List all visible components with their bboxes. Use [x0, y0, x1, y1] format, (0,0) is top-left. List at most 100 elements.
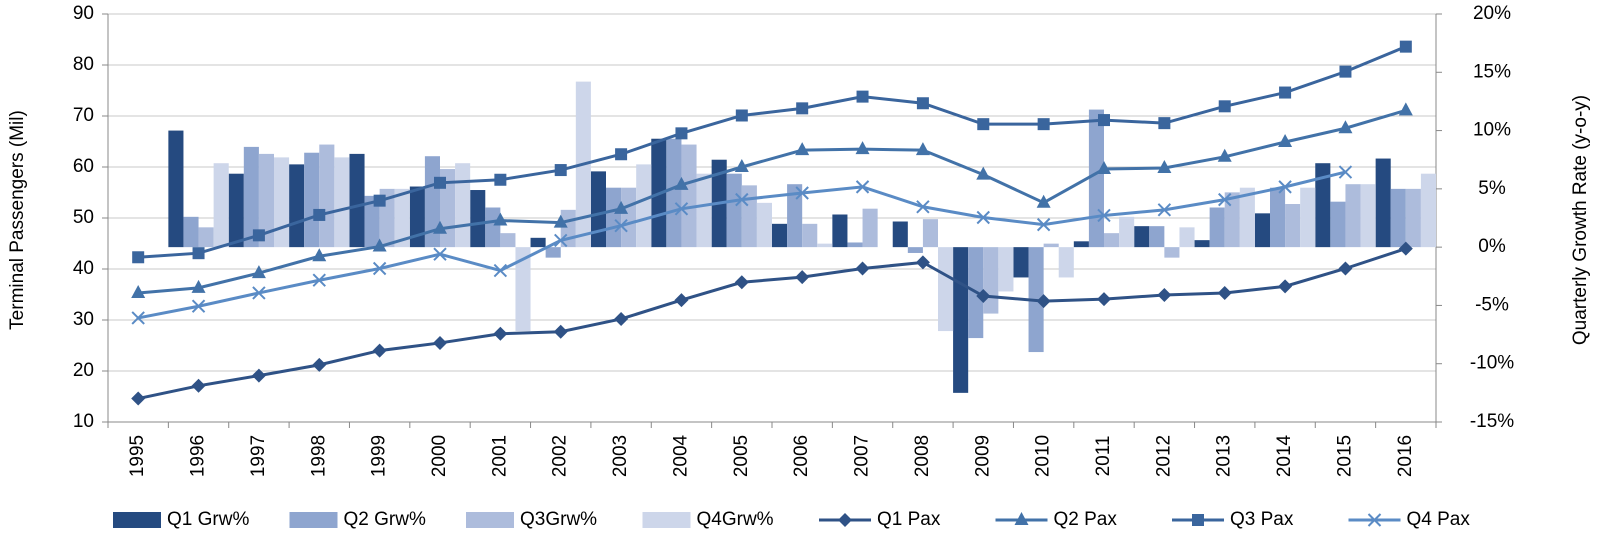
x-tick-label: 2015	[1334, 435, 1355, 477]
bar	[726, 173, 742, 248]
x-tick-label: 2008	[912, 435, 933, 477]
point	[1158, 117, 1171, 130]
legend-item: Q2 Pax	[995, 509, 1117, 530]
y2-tick-label: 20%	[1473, 3, 1511, 24]
point	[977, 118, 990, 131]
point	[795, 270, 810, 285]
bar	[1315, 163, 1331, 248]
x-tick-label: 2012	[1153, 435, 1174, 477]
point	[131, 311, 145, 325]
y-tick-label: 50	[73, 207, 94, 228]
bar	[922, 219, 938, 248]
y2-axis-title: Quarterly Growth Rate (y-o-y)	[1570, 95, 1591, 345]
bar	[696, 173, 712, 248]
point	[1338, 120, 1353, 134]
point	[1036, 194, 1051, 208]
point	[131, 391, 146, 406]
bar	[409, 186, 425, 248]
point	[674, 202, 689, 216]
point	[1217, 285, 1232, 300]
point	[1338, 261, 1353, 276]
bar	[862, 208, 878, 248]
bar	[1134, 226, 1150, 248]
x-tick-label: 2014	[1274, 434, 1295, 477]
point	[674, 293, 689, 308]
x-tick-label: 1995	[127, 435, 148, 477]
y-tick-label: 70	[73, 105, 94, 126]
legend-marker	[838, 513, 852, 527]
x-tick-label: 1998	[308, 435, 329, 477]
bar	[470, 190, 486, 248]
bar	[636, 164, 652, 248]
bar	[319, 144, 335, 248]
bar	[349, 153, 365, 248]
point	[976, 289, 991, 304]
y-tick-label: 10	[73, 411, 94, 432]
point	[1399, 40, 1412, 53]
point	[131, 284, 146, 298]
legend-label: Q1 Grw%	[167, 509, 249, 530]
point	[735, 192, 749, 207]
point	[1037, 118, 1050, 131]
point	[855, 180, 870, 194]
bar	[304, 152, 320, 248]
point	[1217, 148, 1232, 162]
bar	[832, 214, 848, 248]
point	[553, 324, 568, 339]
legend-marker	[1014, 512, 1029, 525]
point	[614, 218, 628, 233]
point	[1036, 217, 1051, 232]
point	[1157, 203, 1172, 217]
point	[553, 214, 568, 228]
legend-label: Q4 Pax	[1407, 509, 1471, 530]
bar	[666, 138, 682, 248]
bar	[258, 153, 274, 248]
point	[1097, 161, 1111, 175]
legend-item: Q1 Grw%	[113, 509, 249, 530]
point	[915, 142, 930, 156]
legend-swatch	[642, 512, 691, 528]
point	[1278, 134, 1293, 148]
line	[138, 108, 1407, 295]
point	[372, 238, 387, 252]
bar	[500, 233, 516, 248]
bar	[1088, 109, 1104, 248]
point	[251, 265, 266, 279]
point	[1218, 192, 1232, 207]
point	[796, 102, 809, 115]
y-tick-label: 60	[73, 156, 94, 177]
point	[433, 220, 447, 234]
y-axis-title: Terminal Passengers (Mil)	[7, 110, 28, 330]
point	[191, 378, 206, 393]
legend-item: Q3 Pax	[1172, 509, 1294, 530]
bar	[1043, 243, 1059, 248]
legend-item: Q2 Grw%	[289, 509, 426, 530]
bar	[1104, 233, 1120, 248]
point	[976, 166, 991, 180]
point	[795, 186, 809, 200]
bar	[998, 247, 1014, 292]
point	[795, 142, 810, 156]
bar	[741, 185, 757, 248]
x-tick-label: 2007	[852, 435, 873, 477]
bar	[1254, 213, 1270, 248]
x-tick-label: 1999	[369, 435, 390, 477]
point	[191, 299, 206, 313]
point	[1278, 279, 1293, 294]
bar	[847, 242, 863, 248]
bar	[515, 247, 531, 332]
y2-tick-label: -5%	[1475, 294, 1509, 315]
bar	[213, 163, 229, 248]
bar	[1300, 187, 1316, 248]
y-tick-label: 20	[73, 360, 94, 381]
bar	[1390, 188, 1406, 248]
legend-marker	[1367, 513, 1382, 527]
legend-swatch	[113, 512, 161, 528]
x-tick-label: 2016	[1395, 435, 1416, 477]
bar	[817, 243, 833, 248]
point	[494, 173, 507, 186]
x-tick-label: 2001	[489, 435, 510, 477]
bar	[953, 247, 969, 393]
point	[1036, 294, 1051, 309]
